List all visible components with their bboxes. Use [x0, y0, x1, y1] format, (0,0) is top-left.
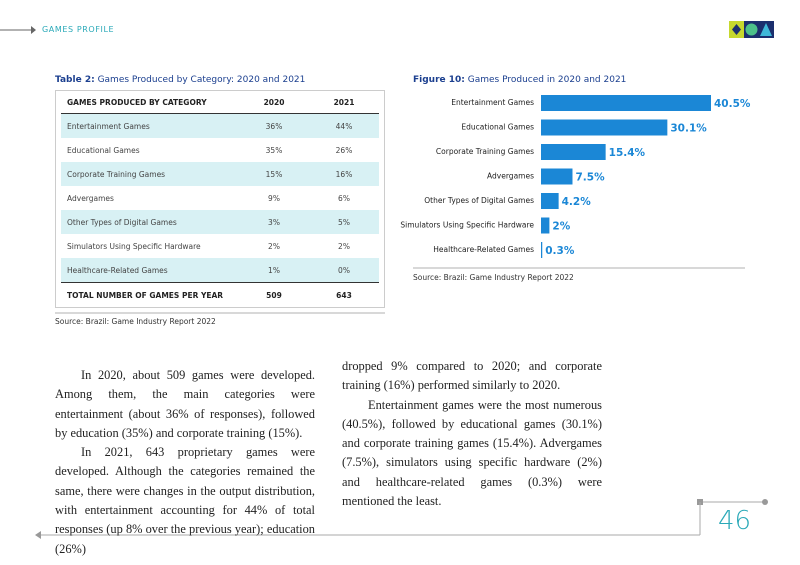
table-source: Source: Brazil: Game Industry Report 202…: [55, 317, 216, 326]
bar: [541, 193, 559, 209]
figure-source: Source: Brazil: Game Industry Report 202…: [413, 273, 574, 282]
table-row: Healthcare-Related Games 1% 0%: [61, 258, 379, 283]
table-row: Entertainment Games 36% 44%: [61, 113, 379, 138]
table-row: Educational Games 35% 26%: [61, 138, 379, 162]
table: GAMES PRODUCED BY CATEGORY 2020 2021 Entert…: [61, 91, 379, 307]
paragraph: In 2021, 643 proprietary games were deve…: [55, 445, 315, 556]
table-cell: 26%: [335, 145, 353, 155]
table-cell: 2%: [268, 241, 280, 251]
table-cell: 16%: [309, 162, 379, 186]
table-caption: Table 2: Games Produced by Category: 202…: [55, 75, 305, 85]
bar-chart: Entertainment Games 40.5% Educational Game…: [400, 95, 751, 258]
table-cell: 36%: [239, 113, 309, 138]
table-label: Table 2:: [55, 75, 95, 85]
value-label: 4.2%: [562, 196, 592, 208]
table-cell: 44%: [309, 113, 379, 138]
table-row: Corporate Training Games 15% 16%: [61, 162, 379, 186]
table-cell: Healthcare-Related Games: [61, 258, 239, 283]
table-cell: Educational Games: [67, 145, 140, 155]
bar: [541, 119, 668, 136]
figure-caption: Figure 10: Games Produced in 2020 and 20…: [413, 75, 626, 85]
column-header: 2021: [309, 91, 379, 114]
paragraph: dropped 9% compared to 2020; and corpora…: [342, 359, 602, 393]
category-label: Other Types of Digital Games: [424, 196, 534, 205]
bar: [541, 217, 550, 234]
table-box: GAMES PRODUCED BY CATEGORY 2020 2021 Entert…: [55, 90, 385, 308]
bar: [541, 242, 543, 258]
table-total-row: TOTAL NUMBER OF GAMES PER YEAR 509 643: [61, 282, 379, 307]
figure-title: Games Produced in 2020 and 2021: [467, 75, 627, 85]
table-cell: Entertainment Games: [61, 113, 239, 138]
table-cell: 5%: [309, 210, 379, 234]
table-cell: 6%: [338, 193, 350, 203]
table-cell: Simulators Using Specific Hardware: [67, 241, 201, 251]
table-cell: 9%: [268, 193, 280, 203]
table-cell: Corporate Training Games: [61, 162, 239, 186]
paragraph: Entertainment games were the most numero…: [342, 397, 602, 509]
bar: [541, 168, 573, 185]
category-label: Educational Games: [461, 123, 534, 132]
table-cell: 15%: [239, 162, 309, 186]
total-cell: TOTAL NUMBER OF GAMES PER YEAR: [61, 282, 239, 307]
category-label: Entertainment Games: [451, 98, 534, 107]
table-row: Other Types of Digital Games 3% 5%: [61, 210, 379, 234]
value-label: 2%: [552, 221, 570, 233]
body-left: In 2020, about 509 games were developed.…: [55, 366, 315, 559]
table-cell: 3%: [239, 210, 309, 234]
value-label: 40.5%: [714, 98, 751, 110]
table-cell: 1%: [239, 258, 309, 283]
total-cell: 509: [239, 282, 309, 307]
figure-label: Figure 10:: [413, 75, 465, 85]
value-label: 15.4%: [609, 147, 646, 159]
column-header: 2020: [239, 91, 309, 114]
table-cell: 35%: [265, 145, 283, 155]
table-title: Games Produced by Category: 2020 and 202…: [97, 75, 306, 85]
category-label: Simulators Using Specific Hardware: [400, 221, 534, 230]
table-cell: Advergames: [67, 193, 114, 203]
value-label: 30.1%: [670, 123, 707, 135]
page-number: 46: [718, 506, 752, 536]
value-label: 7.5%: [575, 172, 605, 184]
total-cell: 643: [309, 282, 379, 307]
table-row: Advergames 9% 6%: [61, 186, 379, 210]
category-label: Advergames: [487, 172, 534, 181]
category-label: Corporate Training Games: [436, 147, 534, 156]
bar: [541, 144, 606, 160]
category-label: Healthcare-Related Games: [433, 245, 534, 254]
column-header: GAMES PRODUCED BY CATEGORY: [61, 91, 239, 114]
table-cell: 0%: [309, 258, 379, 283]
value-label: 0.3%: [545, 245, 575, 257]
table-row: Simulators Using Specific Hardware 2% 2%: [61, 234, 379, 258]
table-cell: 2%: [338, 241, 350, 251]
section-header: GAMES PROFILE: [42, 25, 115, 34]
body-right: dropped 9% compared to 2020; and corpora…: [342, 357, 602, 511]
paragraph: In 2020, about 509 games were developed.…: [55, 368, 315, 440]
table-header-row: GAMES PRODUCED BY CATEGORY 2020 2021: [61, 91, 379, 114]
table-cell: Other Types of Digital Games: [61, 210, 239, 234]
bar: [541, 95, 711, 111]
